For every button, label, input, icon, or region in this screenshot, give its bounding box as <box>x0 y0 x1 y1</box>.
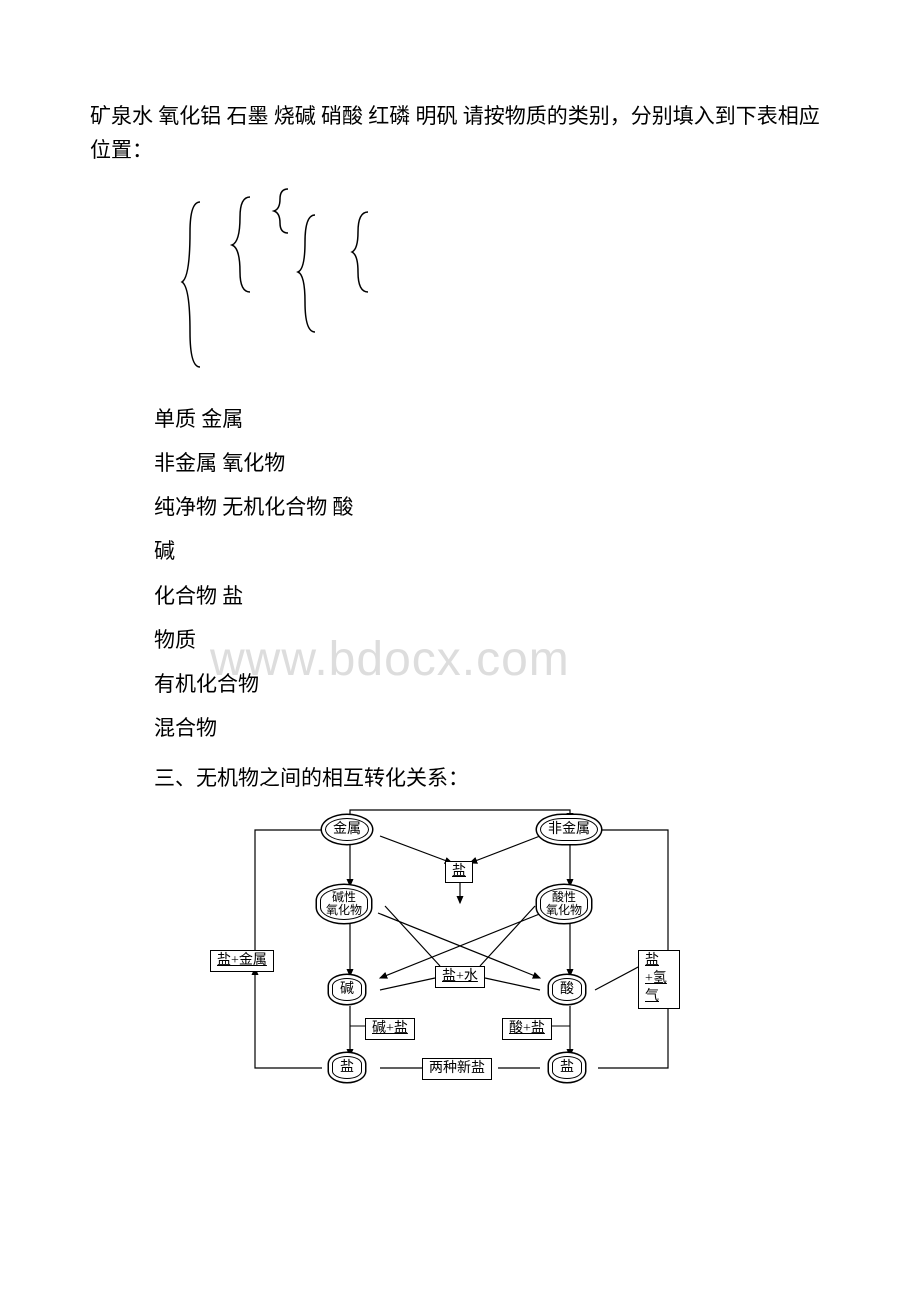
cls-line: 化合物 盐 <box>154 574 830 618</box>
node-salt-right: 盐 <box>552 1056 582 1079</box>
node-acidic-oxide: 酸性 氧化物 <box>540 888 588 920</box>
node-base: 碱 <box>332 978 362 1001</box>
box-salt-top: 盐 <box>445 861 473 883</box>
classification-lines: 单质 金属 非金属 氧化物 纯净物 无机化合物 酸 碱 化合物 盐 物质 有机化… <box>154 397 830 750</box>
diagram-lines <box>240 808 680 1098</box>
cls-line: 单质 金属 <box>154 397 830 441</box>
box-salt-metal: 盐+金属 <box>210 950 274 972</box>
cls-line: 物质 <box>154 618 830 662</box>
cls-line: 纯净物 无机化合物 酸 <box>154 485 830 529</box>
node-basic-oxide: 碱性 氧化物 <box>320 888 368 920</box>
box-two-salts: 两种新盐 <box>422 1058 492 1080</box>
box-salt-water: 盐+水 <box>435 966 485 988</box>
node-salt-left: 盐 <box>332 1056 362 1079</box>
node-acid: 酸 <box>552 978 582 1001</box>
box-base-salt: 碱+盐 <box>365 1018 415 1040</box>
node-nonmetal: 非金属 <box>540 818 598 841</box>
section-3-title: 三、无机物之间的相互转化关系： <box>154 762 830 792</box>
box-salt-hydrogen: 盐+氢气 <box>638 950 680 1009</box>
intro-paragraph: 矿泉水 氧化铝 石墨 烧碱 硝酸 红磷 明矾 请按物质的类别，分别填入到下表相应… <box>90 100 830 167</box>
cls-line: 有机化合物 <box>154 662 830 706</box>
conversion-diagram: 金属 非金属 碱性 氧化物 酸性 氧化物 碱 酸 盐 盐 盐 盐+水 碱+盐 酸… <box>240 808 680 1098</box>
brace-tree <box>180 187 430 377</box>
box-acid-salt: 酸+盐 <box>502 1018 552 1040</box>
cls-line: 碱 <box>154 529 830 573</box>
cls-line: 非金属 氧化物 <box>154 441 830 485</box>
cls-line: 混合物 <box>154 706 830 750</box>
